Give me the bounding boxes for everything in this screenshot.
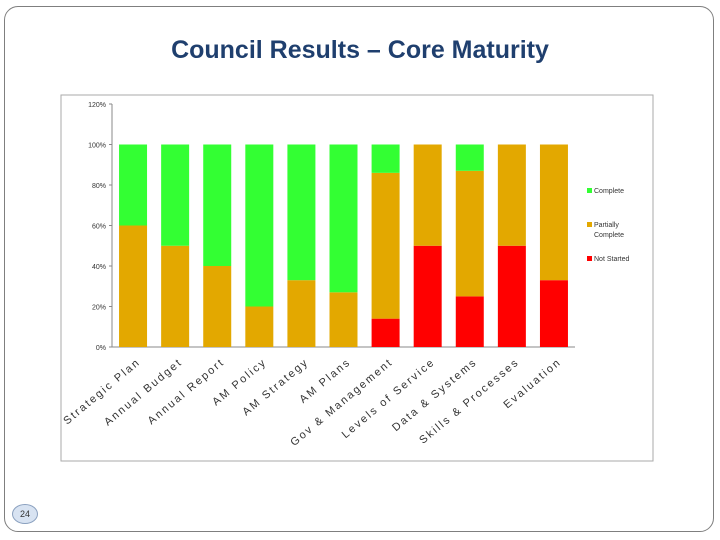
legend-swatch <box>587 188 592 193</box>
bar-segment <box>161 245 190 347</box>
bar-segment <box>371 318 400 347</box>
y-tick-label: 20% <box>92 305 106 312</box>
bar-segment <box>413 245 442 347</box>
bar-segment <box>371 144 400 173</box>
bar-segment <box>119 225 148 347</box>
bar-segment <box>245 306 274 347</box>
bar-segment <box>161 144 190 246</box>
y-axis: 0% 20% 40% 60% 80% 100% 120% <box>88 102 112 352</box>
bar-segment <box>287 280 316 347</box>
page-number-badge: 24 <box>12 504 38 524</box>
bar-segment <box>203 144 232 266</box>
bar-segment <box>497 144 526 246</box>
bar-segment <box>497 245 526 347</box>
y-tick-label: 100% <box>88 143 106 150</box>
bar-segment <box>203 266 232 347</box>
bar-segment <box>119 144 148 226</box>
bar-segment <box>371 172 400 319</box>
bars <box>119 144 568 347</box>
bar-segment <box>455 144 484 171</box>
y-tick-label: 40% <box>92 264 106 271</box>
legend-swatch <box>587 256 592 261</box>
y-tick-label: 0% <box>96 345 106 352</box>
bar-segment <box>329 292 358 347</box>
legend: Complete Partially Complete Not Started <box>587 188 630 263</box>
bar-segment <box>329 144 358 293</box>
bar-segment <box>455 296 484 347</box>
page-title: Council Results – Core Maturity <box>171 36 549 64</box>
bar-segment <box>413 144 442 246</box>
legend-label: Partially <box>594 222 619 229</box>
y-tick-label: 80% <box>92 183 106 190</box>
bar-segment <box>245 144 274 307</box>
legend-label: Complete <box>594 188 624 195</box>
bar-segment <box>287 144 316 281</box>
legend-label: Complete <box>594 232 624 239</box>
legend-swatch <box>587 222 592 227</box>
legend-label: Not Started <box>594 256 630 263</box>
bar-segment <box>539 280 568 347</box>
bar-segment <box>539 144 568 281</box>
bar-segment <box>455 170 484 297</box>
y-tick-label: 60% <box>92 224 106 231</box>
y-tick-label: 120% <box>88 102 106 109</box>
